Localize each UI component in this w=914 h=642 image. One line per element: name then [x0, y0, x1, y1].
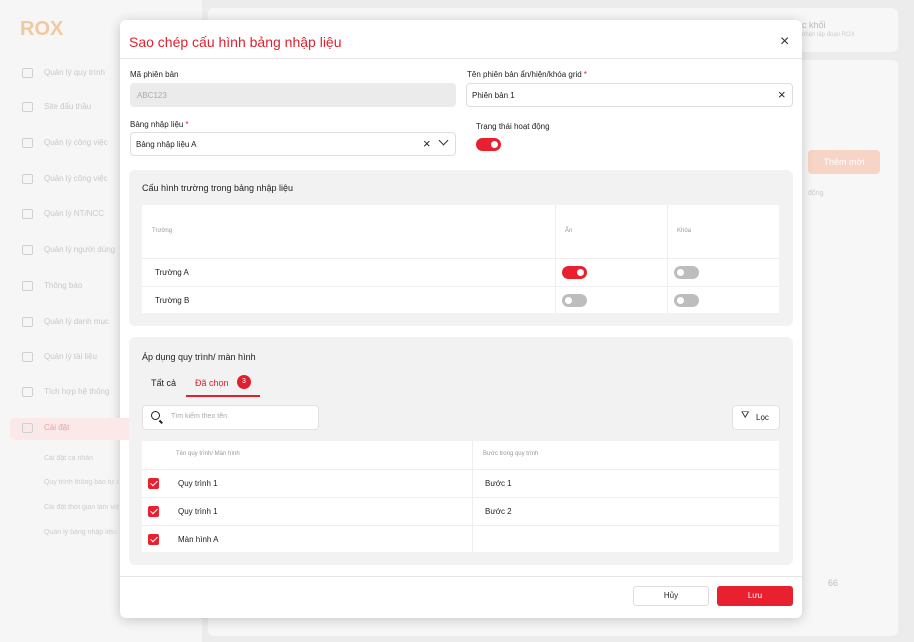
logo: ROX [20, 18, 64, 40]
field-label: Mã phiên bản [130, 70, 179, 79]
locked-toggle[interactable] [674, 294, 699, 307]
filter-label: Lọc [756, 413, 769, 422]
save-button[interactable]: Lưu [717, 586, 793, 606]
menu-icon [22, 68, 33, 78]
menu-item[interactable]: Quản lý quy trình [44, 68, 105, 77]
field-label: Trạng thái hoạt động [476, 122, 550, 131]
column-divider [472, 441, 473, 552]
page-number[interactable]: 66 [828, 578, 839, 588]
step-name: Bước 2 [485, 507, 512, 516]
menu-item[interactable]: Quản lý công việc [44, 138, 108, 147]
menu-icon [22, 387, 33, 397]
row-checkbox[interactable] [148, 534, 159, 545]
menu-item[interactable]: Cài đặt [44, 423, 70, 432]
field-name: Trường B [155, 296, 190, 305]
tab[interactable]: Tất cả [151, 378, 177, 388]
required-mark: * [583, 70, 587, 79]
row-divider [142, 497, 779, 498]
search-icon [151, 411, 160, 420]
input-value: ABC123 [137, 91, 167, 100]
column-header: Ẩn [565, 228, 573, 234]
menu-item[interactable]: Quản lý công việc [44, 174, 108, 183]
row-checkbox[interactable] [148, 478, 159, 489]
divider [120, 58, 802, 59]
menu-icon [22, 138, 33, 148]
menu-item[interactable]: Quản lý danh mục [44, 317, 109, 326]
menu-icon [22, 209, 33, 219]
input[interactable] [466, 83, 793, 107]
step-name: Bước 1 [485, 479, 512, 488]
menu-icon [22, 423, 33, 433]
menu-item[interactable]: Quản lý NT/NCC [44, 209, 105, 218]
header-title: c khối [802, 20, 826, 30]
clear-icon[interactable]: × [778, 87, 786, 102]
select[interactable] [130, 132, 456, 156]
menu-item[interactable]: Quản lý tài liệu [44, 352, 97, 361]
menu-item[interactable]: Quản lý người dùng [44, 245, 116, 254]
hidden-toggle[interactable] [562, 266, 587, 279]
row-divider [142, 286, 779, 287]
input-disabled [130, 83, 456, 107]
submenu-item[interactable]: Quản lý bảng nhập liệu [44, 529, 116, 536]
clear-icon[interactable]: × [423, 136, 431, 151]
tab-underline [186, 395, 260, 397]
column-header: Bước trong quy trình [483, 451, 539, 457]
tab-active[interactable]: Đã chọn [195, 378, 229, 388]
count-badge: 3 [237, 375, 251, 389]
status-toggle[interactable] [476, 138, 501, 151]
menu-icon [22, 102, 33, 112]
submenu-item[interactable]: Quy trình thông báo tự động [44, 479, 119, 486]
menu-icon [22, 317, 33, 327]
submenu-item[interactable]: Cài đặt cá nhân [44, 455, 94, 462]
select-value: Bảng nhập liệu A [136, 140, 197, 149]
header-subtitle: nhận lập đoạn ROX [802, 32, 855, 38]
process-name: Quy trình 1 [178, 479, 218, 488]
menu-item[interactable]: Tích hợp hệ thống [44, 387, 110, 396]
field-label: Bảng nhập liệu * [130, 120, 189, 129]
search-placeholder: Tìm kiếm theo tên [171, 413, 228, 420]
column-divider [555, 205, 556, 313]
filter-button[interactable] [732, 405, 780, 430]
close-button[interactable]: × [780, 33, 790, 50]
hidden-toggle[interactable] [562, 294, 587, 307]
search-box[interactable] [142, 405, 319, 430]
row-checkbox[interactable] [148, 506, 159, 517]
section-title: Cấu hình trường trong bảng nhập liệu [142, 183, 294, 193]
input-value: Phiên bản 1 [472, 91, 515, 100]
modal-title: Sao chép cấu hình bảng nhập liệu [129, 34, 342, 50]
menu-item[interactable]: Site đấu thầu [44, 102, 92, 111]
process-name: Quy trình 1 [178, 507, 218, 516]
divider [120, 576, 802, 577]
table [142, 441, 779, 552]
menu-icon [22, 245, 33, 255]
menu-icon [22, 174, 33, 184]
row-divider [142, 469, 779, 470]
column-header: Khóa [677, 228, 692, 234]
field-name: Trường A [155, 268, 189, 277]
filter-icon: ⛛ [741, 410, 750, 421]
locked-toggle[interactable] [674, 266, 699, 279]
required-mark: * [185, 120, 189, 129]
menu-icon [22, 281, 33, 291]
menu-item[interactable]: Thông báo [44, 281, 83, 290]
row-divider [142, 525, 779, 526]
add-button[interactable]: Thêm mới [808, 150, 880, 174]
row-divider [142, 258, 779, 259]
column-divider [667, 205, 668, 313]
column-header: động [808, 190, 824, 197]
field-label: Tên phiên bản ẩn/hiện/khóa grid * [467, 70, 587, 79]
column-header: Trường [152, 228, 173, 234]
menu-icon [22, 352, 33, 362]
table [142, 205, 779, 313]
process-name: Màn hình A [178, 535, 219, 544]
column-header: Tên quy trình/ Màn hình [176, 451, 240, 457]
section-title: Áp dụng quy trình/ màn hình [142, 352, 256, 362]
submenu-item[interactable]: Cài đặt thời gian làm việc [44, 504, 119, 511]
cancel-button[interactable]: Hủy [633, 586, 709, 606]
